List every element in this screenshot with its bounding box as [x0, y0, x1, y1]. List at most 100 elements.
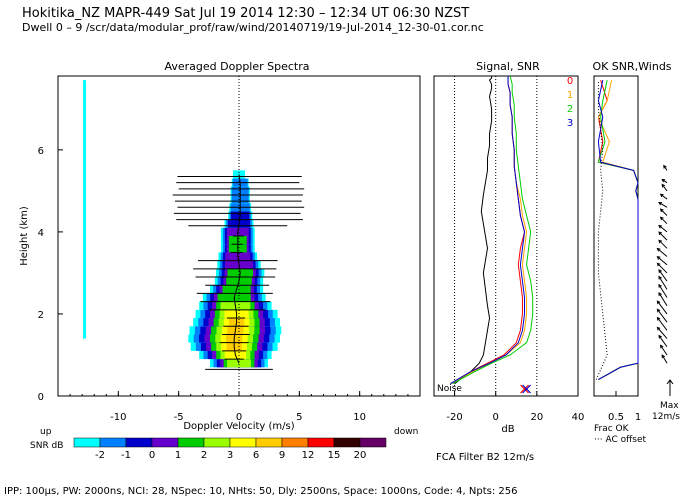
- wind-arrow: [657, 248, 668, 257]
- colorbar-tick-label: 9: [279, 450, 285, 461]
- wind-arrow-head: [656, 247, 661, 252]
- colorbar-swatch: [125, 437, 153, 448]
- wind-arrow: [658, 284, 668, 298]
- ok-series-beam-0: [597, 79, 639, 381]
- wind-arrow-head: [658, 201, 663, 206]
- wind-arrow-head: [661, 178, 666, 183]
- beam-label: 0: [567, 76, 573, 87]
- wind-arrow-head: [656, 316, 661, 321]
- spectra-axes: -10 -5 0 5 10 0 2 4 6: [38, 146, 409, 423]
- colorbar-tick-label: 15: [328, 450, 341, 461]
- ok-xtick-label: 1: [635, 412, 641, 423]
- snr-xtick-label: 40: [572, 412, 585, 423]
- snr-series-signal: [454, 76, 493, 385]
- colorbar-swatch: [177, 437, 205, 448]
- colorbar-title: SNR dB: [30, 441, 63, 451]
- radar-parameters: IPP: 100µs, PW: 2000ns, NCI: 28, NSpec: …: [4, 486, 518, 497]
- colorbar-tick-label: 12: [302, 450, 315, 461]
- wind-arrow-head: [658, 231, 663, 236]
- wind-barbs: [656, 164, 674, 396]
- ok-series-beam-1: [597, 79, 639, 381]
- wind-arrow-head: [658, 269, 662, 273]
- colorbar-swatch: [307, 437, 335, 448]
- ok-series-beam-2: [597, 79, 639, 381]
- ok-series-beam-3: [597, 79, 639, 381]
- max-value: 12m/s: [652, 412, 680, 422]
- wind-arrow-head: [658, 334, 662, 339]
- wind-arrow: [657, 327, 668, 339]
- wind-arrow-head: [659, 208, 664, 213]
- wind-arrow-head: [659, 216, 664, 221]
- wind-arrow-head: [656, 300, 661, 305]
- spectra-heatmap: [83, 76, 305, 396]
- snr-series-beam-3: [450, 76, 526, 385]
- wind-arrow: [658, 292, 668, 307]
- wind-arrow-head: [656, 256, 661, 260]
- wind-arrow: [660, 216, 668, 225]
- colorbar-up: up: [40, 427, 52, 437]
- colorbar-swatch: [333, 437, 361, 448]
- colorbar-swatch: [203, 437, 231, 448]
- ok-plot: 0.5 1: [595, 79, 641, 423]
- spectra-xtick-label: 5: [296, 412, 302, 423]
- wind-arrow-head: [659, 193, 664, 198]
- snr-title: Signal, SNR: [476, 60, 540, 73]
- wind-arrow: [658, 231, 668, 241]
- wind-arrow-head: [656, 326, 661, 331]
- wind-arrow-head: [661, 183, 666, 188]
- spectra-xlabel: Doppler Velocity (m/s): [183, 421, 294, 432]
- colorbar: -2 -1 0 1 2 3 6 9 12 15 20: [73, 437, 387, 461]
- file-path-line: Dwell 0 – 9 /scr/data/modular_prof/raw/w…: [22, 21, 484, 34]
- wind-arrow: [658, 202, 668, 208]
- wind-arrow: [657, 300, 668, 315]
- wind-arrow: [658, 225, 668, 233]
- wind-arrow: [660, 208, 668, 216]
- ok-frame: [593, 75, 639, 397]
- mean-velocity-line: [233, 174, 241, 364]
- spectra-ytick-label: 6: [38, 146, 44, 157]
- colorbar-down: down: [394, 427, 418, 437]
- ok-title: OK SNR,Winds: [592, 60, 671, 73]
- colorbar-tick-label: 0: [149, 450, 155, 461]
- wind-arrow-head: [663, 164, 667, 169]
- spectra-xtick-label: 0: [236, 412, 242, 423]
- beam-legend: 0 1 2 3: [567, 76, 573, 129]
- colorbar-tick-label: -2: [95, 450, 105, 461]
- wind-arrow: [657, 256, 668, 266]
- colorbar-tick-label: 6: [253, 450, 259, 461]
- wind-arrow-head: [661, 354, 666, 359]
- colorbar-swatch: [151, 437, 179, 448]
- colorbar-swatch: [229, 437, 257, 448]
- spectra-xtick-label: -5: [174, 412, 184, 423]
- page-title: Hokitika_NZ MAPR-449 Sat Jul 19 2014 12:…: [22, 6, 470, 21]
- snr-noise-label: Noise: [437, 384, 462, 394]
- wind-arrow: [657, 262, 668, 274]
- snr-xtick-label: 20: [530, 412, 543, 423]
- wind-arrow-head: [658, 275, 662, 280]
- wind-arrow: [658, 269, 668, 282]
- spectrum-band: [227, 359, 251, 368]
- colorbar-swatch: [99, 437, 127, 448]
- wind-arrow-head: [656, 262, 661, 267]
- colorbar-tick-label: -1: [121, 450, 131, 461]
- wind-arrow-head: [658, 283, 662, 288]
- snr-xlabel: dB: [501, 424, 514, 435]
- ok-legend-frac: Frac OK: [594, 424, 630, 434]
- wind-arrow-head: [660, 344, 664, 349]
- wind-arrow: [657, 317, 668, 331]
- colorbar-swatch: [359, 437, 387, 448]
- wind-arrow-head: [656, 308, 661, 313]
- ok-legend-ac: ··· AC offset: [594, 435, 647, 445]
- fca-filter-label: FCA Filter B2 12m/s: [436, 452, 534, 463]
- noise-marker: [522, 384, 531, 394]
- spectra-xtick-label: -10: [110, 412, 126, 423]
- spectra-xtick-label: 10: [353, 412, 366, 423]
- ok-xtick-label: 0.5: [608, 412, 624, 423]
- max-label: Max: [660, 401, 679, 411]
- wind-arrow-head: [658, 224, 663, 229]
- colorbar-swatch: [255, 437, 283, 448]
- colorbar-tick-label: 2: [201, 450, 207, 461]
- wind-arrow: [658, 239, 668, 249]
- colorbar-tick-label: 1: [175, 450, 181, 461]
